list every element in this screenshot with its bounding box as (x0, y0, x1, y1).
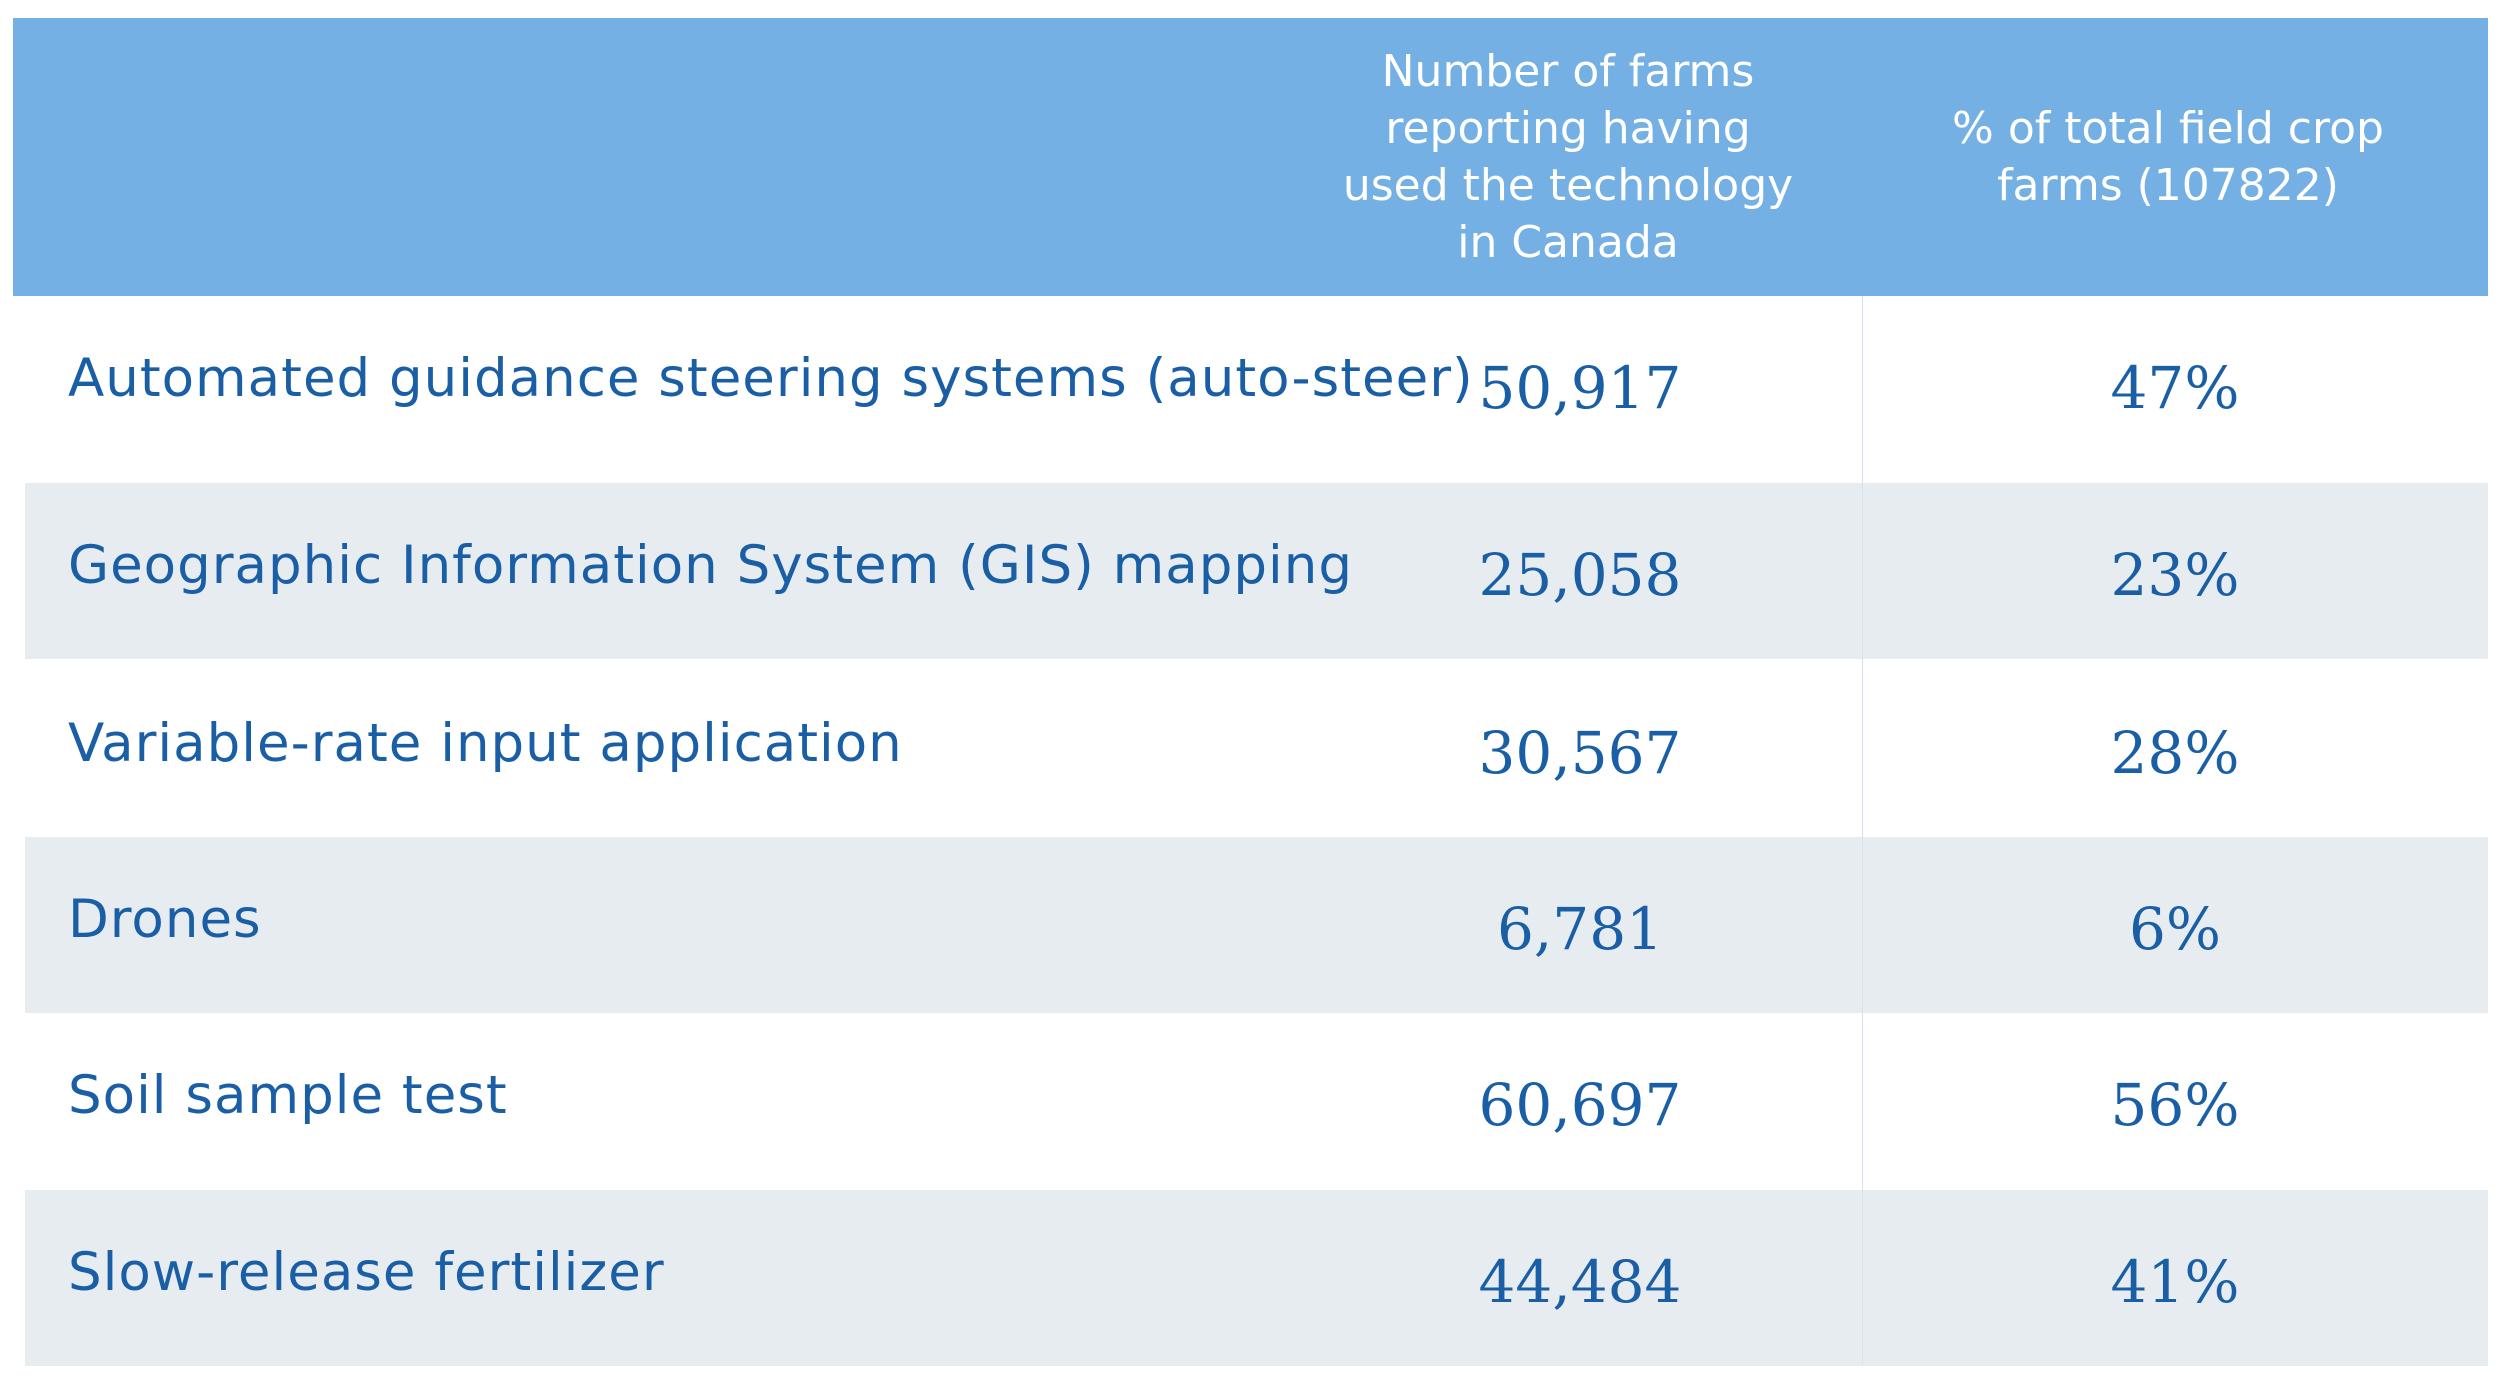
table-row: Drones 6,781 6% (25, 837, 2488, 1013)
farm-count-value: 50,917 (1478, 354, 1682, 422)
table-row: Geographic Information System (GIS) mapp… (25, 483, 2488, 659)
percent-value: 47% (2110, 354, 2240, 422)
technology-label: Automated guidance steering systems (aut… (68, 347, 1474, 409)
table-row: Variable-rate input application 30,567 2… (25, 661, 2488, 837)
percent-value: 23% (2110, 541, 2240, 609)
percent-value: 28% (2110, 719, 2240, 787)
header-percent-of-farms: % of total field crop farms (107822) (1952, 103, 2384, 211)
percent-value: 41% (2110, 1248, 2240, 1316)
table-row: Automated guidance steering systems (aut… (25, 296, 2488, 472)
technology-label: Soil sample test (68, 1064, 508, 1126)
table-row: Slow-release fertilizer 44,484 41% (25, 1190, 2488, 1366)
header-farm-count: Number of farms reporting having used th… (1342, 46, 1794, 268)
farm-count-value: 60,697 (1478, 1071, 1682, 1139)
column-divider (1862, 296, 1863, 1364)
percent-value: 6% (2128, 895, 2221, 963)
table-header: Number of farms reporting having used th… (13, 18, 2488, 296)
technology-label: Geographic Information System (GIS) mapp… (68, 534, 1353, 596)
farm-count-value: 44,484 (1478, 1248, 1682, 1316)
farm-count-value: 6,781 (1496, 895, 1664, 963)
technology-label: Variable-rate input application (68, 712, 903, 774)
technology-label: Drones (68, 888, 262, 950)
table-row: Soil sample test 60,697 56% (25, 1013, 2488, 1189)
technology-label: Slow-release fertilizer (68, 1241, 665, 1303)
percent-value: 56% (2110, 1071, 2240, 1139)
farm-count-value: 25,058 (1478, 541, 1682, 609)
farm-count-value: 30,567 (1478, 719, 1682, 787)
